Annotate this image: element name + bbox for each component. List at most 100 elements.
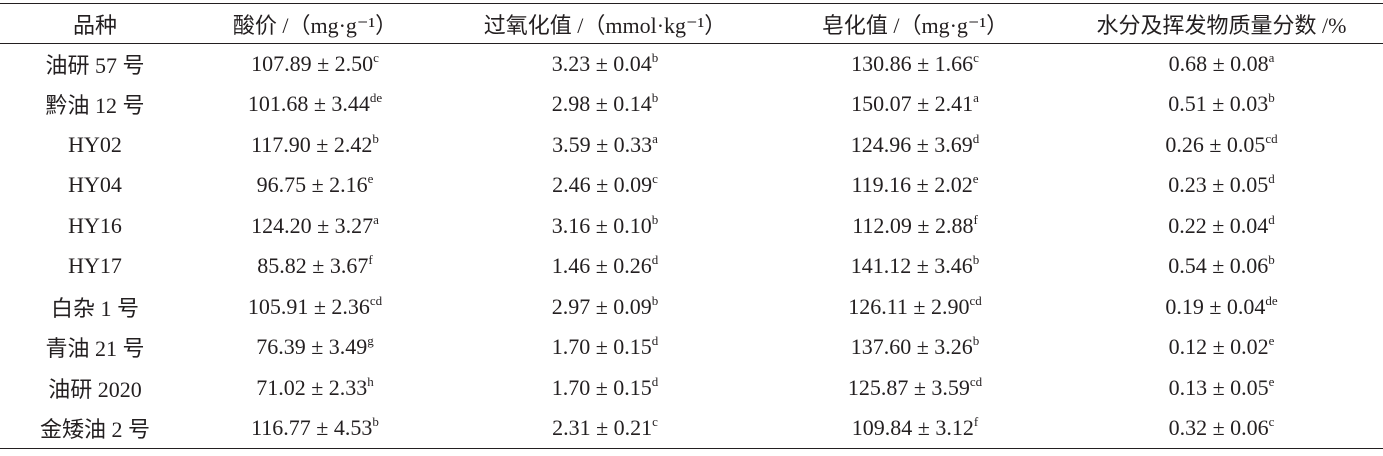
- mean-sd: 0.26 ± 0.05: [1165, 131, 1266, 157]
- value-cell: 141.12 ± 3.46b: [770, 246, 1060, 287]
- mean-sd: 130.86 ± 1.66: [851, 51, 974, 76]
- mean-sd: 124.20 ± 3.27: [251, 212, 374, 238]
- mean-sd: 126.11 ± 2.90: [848, 293, 970, 319]
- value-cell: 3.23 ± 0.04b: [440, 44, 770, 85]
- mean-sd: 0.51 ± 0.03: [1168, 91, 1269, 117]
- significance-letter: d: [651, 252, 659, 268]
- value-cell: 0.13 ± 0.05e: [1060, 368, 1383, 409]
- table-row: HY16 124.20 ± 3.27a 3.16 ± 0.10b 112.09 ± 2…: [0, 206, 1383, 247]
- value-cell: 0.12 ± 0.02e: [1060, 327, 1383, 368]
- variety-cell: HY17: [68, 253, 122, 279]
- table-row: 黔油 12 号 101.68 ± 3.44de 2.98 ± 0.14b 150.07…: [0, 84, 1383, 125]
- significance-letter: e: [367, 171, 374, 187]
- table-body: 油研 57 号 107.89 ± 2.50c 3.23 ± 0.04b 130.86 …: [0, 44, 1383, 449]
- mean-sd: 117.90 ± 2.42: [251, 131, 373, 157]
- significance-letter: b: [1268, 252, 1275, 268]
- value-cell: 125.87 ± 3.59cd: [770, 368, 1060, 409]
- significance-letter: b: [651, 90, 659, 106]
- value-cell: 117.90 ± 2.42b: [190, 125, 440, 166]
- mean-sd: 3.23 ± 0.04: [551, 51, 652, 76]
- significance-letter: cd: [969, 373, 983, 389]
- mean-sd: 0.12 ± 0.02: [1168, 334, 1269, 360]
- significance-letter: c: [652, 414, 658, 429]
- value-cell: 2.31 ± 0.21c: [440, 408, 770, 449]
- mean-sd: 2.46 ± 0.09: [552, 172, 653, 198]
- header-cell: 过氧化值 /（mmol·kg⁻¹）: [483, 12, 727, 38]
- variety-cell: 白杂 1 号: [50, 295, 139, 321]
- mean-sd: 105.91 ± 2.36: [247, 293, 370, 319]
- mean-sd: 0.13 ± 0.05: [1168, 374, 1269, 400]
- significance-letter: de: [369, 90, 383, 106]
- table-row: 金矮油 2 号 116.77 ± 4.53b 2.31 ± 0.21c 109.84 …: [0, 408, 1383, 449]
- significance-letter: b: [372, 130, 379, 146]
- significance-letter: e: [1268, 333, 1275, 349]
- value-cell: 137.60 ± 3.26b: [770, 327, 1060, 368]
- mean-sd: 0.22 ± 0.04: [1168, 212, 1269, 238]
- significance-letter: d: [1268, 211, 1275, 227]
- mean-sd: 150.07 ± 2.41: [851, 91, 974, 117]
- table-row: 油研 57 号 107.89 ± 2.50c 3.23 ± 0.04b 130.86 …: [0, 44, 1383, 85]
- value-cell: 126.11 ± 2.90cd: [770, 287, 1060, 328]
- value-cell: 85.82 ± 3.67f: [190, 246, 440, 287]
- table-row: 白杂 1 号 105.91 ± 2.36cd 2.97 ± 0.09b 126.11 …: [0, 287, 1383, 328]
- value-cell: 71.02 ± 2.33h: [190, 368, 440, 409]
- variety-cell: 黔油 12 号: [45, 93, 145, 119]
- variety-cell: 油研 2020: [48, 376, 142, 402]
- variety-cell: 金矮油 2 号: [39, 417, 150, 442]
- mean-sd: 2.97 ± 0.09: [551, 293, 652, 319]
- value-cell: 105.91 ± 2.36cd: [190, 287, 440, 328]
- value-cell: 2.98 ± 0.14b: [440, 84, 770, 125]
- mean-sd: 119.16 ± 2.02: [851, 172, 973, 198]
- table-row: 油研 2020 71.02 ± 2.33h 1.70 ± 0.15d 125.87 ±…: [0, 368, 1383, 409]
- mean-sd: 1.70 ± 0.15: [551, 334, 652, 360]
- value-cell: 112.09 ± 2.88f: [770, 206, 1060, 247]
- mean-sd: 3.16 ± 0.10: [551, 212, 652, 238]
- mean-sd: 0.23 ± 0.05: [1168, 172, 1269, 198]
- significance-letter: a: [973, 90, 979, 106]
- significance-letter: c: [652, 171, 658, 187]
- value-cell: 130.86 ± 1.66c: [770, 44, 1060, 85]
- value-cell: 2.97 ± 0.09b: [440, 287, 770, 328]
- significance-letter: b: [372, 414, 379, 429]
- significance-letter: de: [1265, 292, 1278, 308]
- mean-sd: 96.75 ± 2.16: [256, 172, 368, 198]
- significance-letter: g: [367, 333, 374, 349]
- significance-letter: c: [1268, 414, 1275, 429]
- significance-letter: h: [367, 373, 374, 389]
- mean-sd: 0.54 ± 0.06: [1168, 253, 1269, 279]
- variety-cell: 青油 21 号: [45, 336, 145, 362]
- header-row: 品种 酸价 /（mg·g⁻¹） 过氧化值 /（mmol·kg⁻¹） 皂化值 /（mg·…: [0, 3, 1383, 44]
- significance-letter: b: [651, 211, 659, 227]
- value-cell: 109.84 ± 3.12f: [770, 408, 1060, 449]
- mean-sd: 141.12 ± 3.46: [850, 253, 973, 279]
- table-row: 青油 21 号 76.39 ± 3.49g 1.70 ± 0.15d 137.60 ±…: [0, 327, 1383, 368]
- significance-letter: b: [972, 252, 980, 268]
- mean-sd: 112.09 ± 2.88: [852, 212, 974, 238]
- value-cell: 0.22 ± 0.04d: [1060, 206, 1383, 247]
- table-row: HY02 117.90 ± 2.42b 3.59 ± 0.33a 124.96 ± 3…: [0, 125, 1383, 166]
- mean-sd: 0.68 ± 0.08: [1168, 51, 1269, 76]
- significance-letter: a: [1268, 50, 1275, 65]
- significance-letter: f: [973, 414, 979, 429]
- mean-sd: 76.39 ± 3.49: [256, 334, 368, 360]
- value-cell: 0.19 ± 0.04de: [1060, 287, 1383, 328]
- mean-sd: 137.60 ± 3.26: [850, 334, 973, 360]
- value-cell: 0.68 ± 0.08a: [1060, 44, 1383, 85]
- table-row: HY04 96.75 ± 2.16e 2.46 ± 0.09c 119.16 ± 2.…: [0, 165, 1383, 206]
- mean-sd: 1.70 ± 0.15: [551, 374, 652, 400]
- value-cell: 1.70 ± 0.15d: [440, 368, 770, 409]
- table-row: HY17 85.82 ± 3.67f 1.46 ± 0.26d 141.12 ± 3.…: [0, 246, 1383, 287]
- value-cell: 3.59 ± 0.33a: [440, 125, 770, 166]
- significance-letter: e: [972, 171, 979, 187]
- value-cell: 0.51 ± 0.03b: [1060, 84, 1383, 125]
- mean-sd: 2.31 ± 0.21: [552, 415, 653, 440]
- significance-letter: b: [651, 50, 659, 65]
- variety-cell: HY02: [68, 131, 122, 157]
- significance-letter: cd: [969, 292, 982, 308]
- value-cell: 1.70 ± 0.15d: [440, 327, 770, 368]
- significance-letter: b: [651, 292, 659, 308]
- value-cell: 116.77 ± 4.53b: [190, 408, 440, 449]
- significance-letter: cd: [369, 292, 383, 308]
- page: {"table": { "header": ["品种", "酸价 /（mg·g⁻…: [0, 3, 1383, 456]
- significance-letter: e: [1268, 373, 1275, 389]
